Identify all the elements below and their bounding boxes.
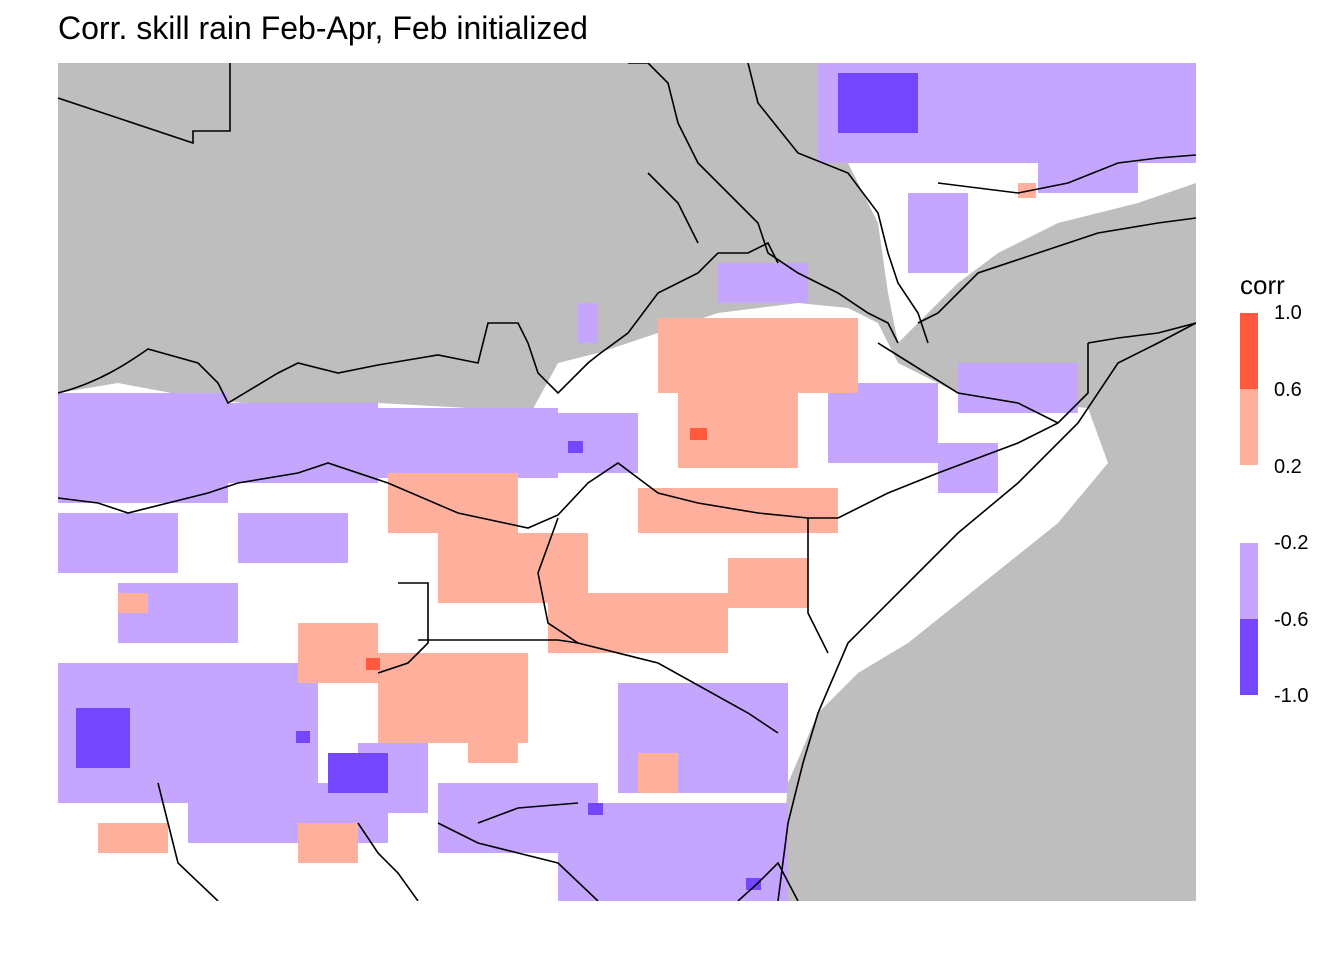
map-title: Corr. skill rain Feb-Apr, Feb initialize… (58, 10, 588, 46)
legend-swatch-negative-high (1240, 619, 1258, 695)
country-borders (58, 63, 1196, 901)
correlation-map (58, 63, 1196, 901)
legend-swatch-positive-high (1240, 313, 1258, 389)
legend-swatch-positive-low (1240, 389, 1258, 465)
legend-label-1-0: 1.0 (1274, 302, 1302, 324)
positive-strong-region (366, 428, 707, 670)
legend-label-0-2: 0.2 (1274, 456, 1302, 478)
legend-label-minus-0-2: -0.2 (1274, 532, 1309, 554)
legend-title: corr (1240, 270, 1285, 300)
positive-moderate-region (98, 183, 1036, 863)
negative-strong-region (76, 73, 918, 890)
legend-label-0-6: 0.6 (1274, 379, 1302, 401)
legend-swatch-negative-low (1240, 543, 1258, 619)
legend-label-minus-1-0: -1.0 (1274, 685, 1309, 707)
coastline (747, 63, 1196, 901)
legend-label-minus-0-6: -0.6 (1274, 609, 1309, 631)
